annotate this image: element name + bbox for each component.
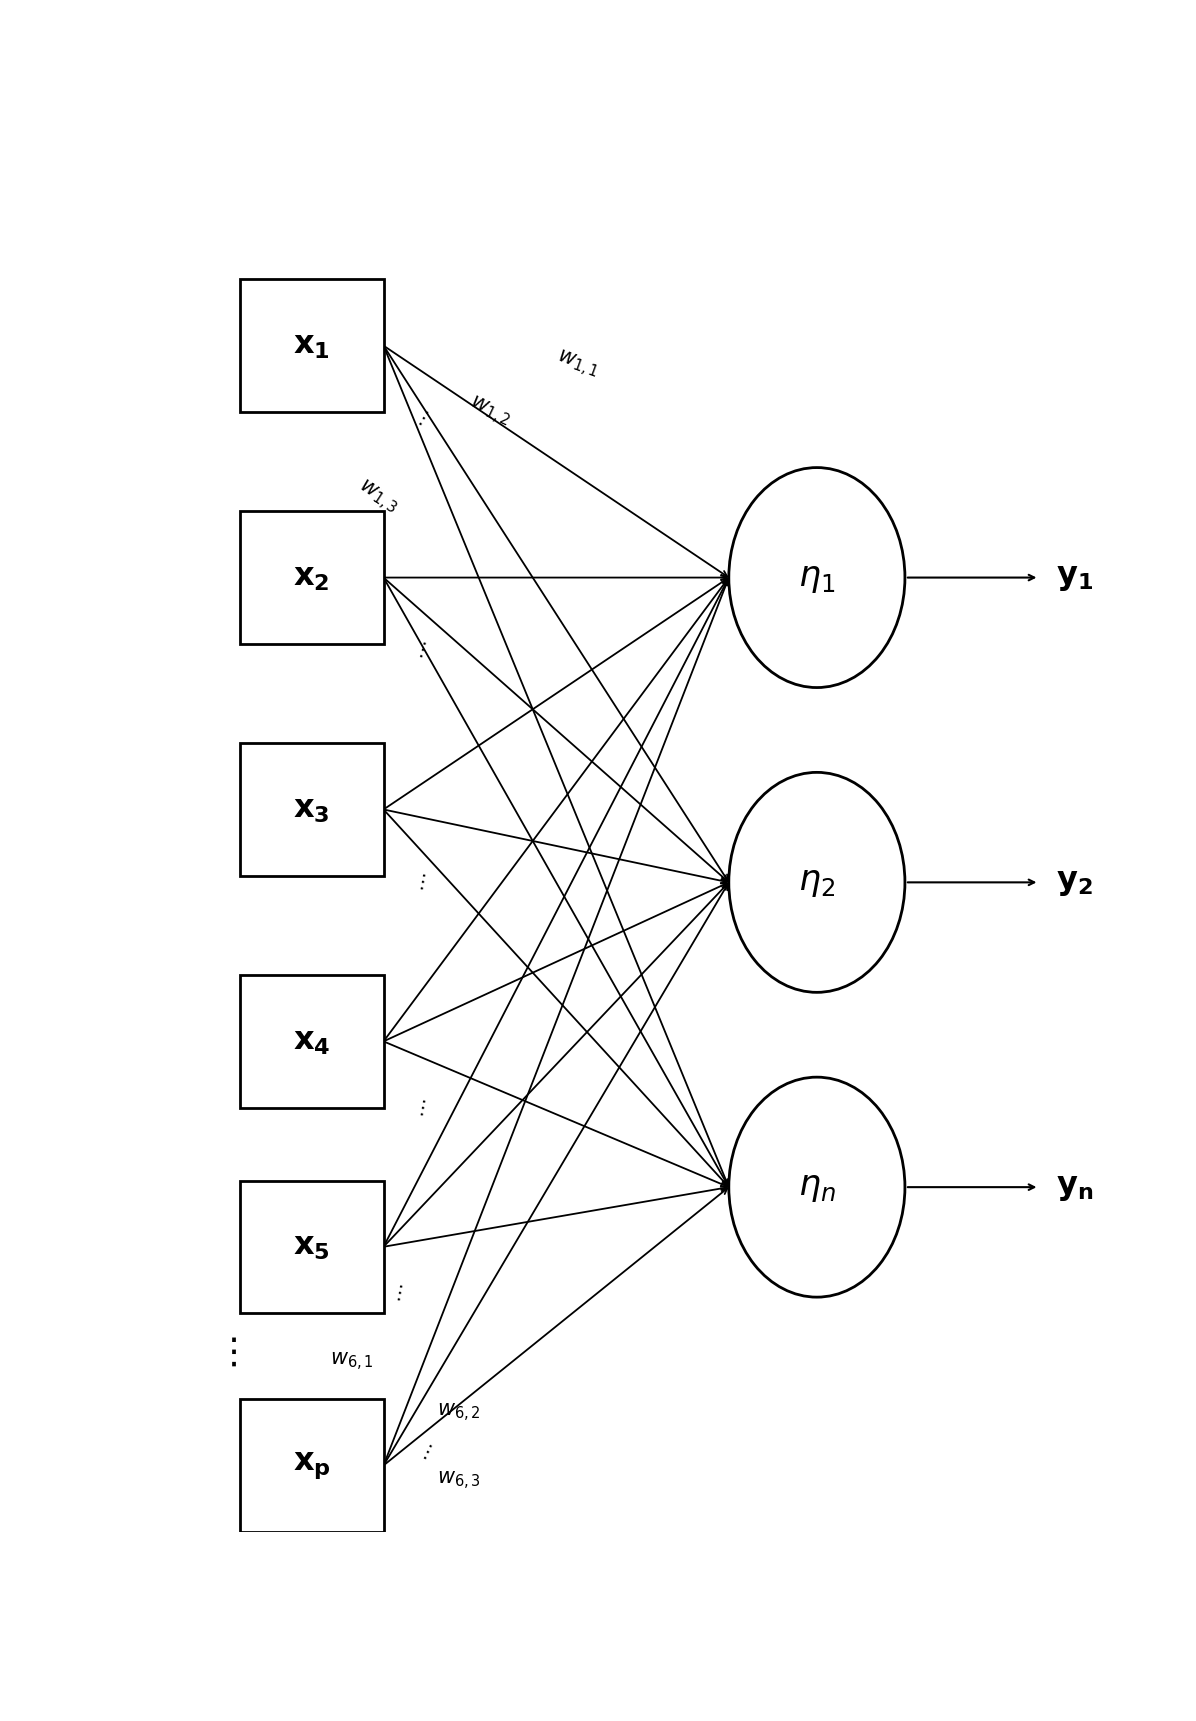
- Text: $\mathbf{y_{n}}$: $\mathbf{y_{n}}$: [1056, 1172, 1093, 1203]
- Text: $\cdots$: $\cdots$: [410, 406, 437, 432]
- Bar: [240, 976, 384, 1108]
- Bar: [240, 1181, 384, 1313]
- Bar: [240, 1399, 384, 1532]
- Text: $\cdots$: $\cdots$: [415, 1439, 440, 1465]
- Bar: [240, 279, 384, 411]
- Text: $\cdots$: $\cdots$: [411, 638, 434, 663]
- Text: $\mathbf{x_{3}}$: $\mathbf{x_{3}}$: [293, 793, 330, 824]
- Ellipse shape: [728, 468, 905, 688]
- Text: $w_{1,3}$: $w_{1,3}$: [354, 477, 402, 520]
- Text: $\eta_2$: $\eta_2$: [799, 866, 835, 900]
- Text: $\cdots$: $\cdots$: [389, 1282, 410, 1305]
- Text: $\mathbf{y_{1}}$: $\mathbf{y_{1}}$: [1056, 563, 1093, 594]
- Ellipse shape: [728, 1077, 905, 1298]
- Bar: [240, 511, 384, 644]
- Text: $\cdots$: $\cdots$: [411, 1096, 434, 1119]
- Text: $w_{1,1}$: $w_{1,1}$: [553, 348, 602, 384]
- Text: $\mathbf{y_{2}}$: $\mathbf{y_{2}}$: [1056, 867, 1093, 898]
- Text: $\mathbf{x_{p}}$: $\mathbf{x_{p}}$: [293, 1449, 330, 1482]
- Text: $\cdots$: $\cdots$: [411, 871, 434, 893]
- Text: $\vdots$: $\vdots$: [214, 1335, 237, 1370]
- Text: $w_{1,2}$: $w_{1,2}$: [465, 392, 513, 432]
- Ellipse shape: [728, 773, 905, 993]
- Text: $\mathbf{x_{5}}$: $\mathbf{x_{5}}$: [293, 1231, 330, 1261]
- Bar: [240, 743, 384, 876]
- Text: $w_{6,1}$: $w_{6,1}$: [330, 1351, 374, 1373]
- Text: $\mathbf{x_{2}}$: $\mathbf{x_{2}}$: [293, 563, 330, 594]
- Text: $\mathbf{x_{4}}$: $\mathbf{x_{4}}$: [293, 1026, 330, 1057]
- Text: $w_{6,2}$: $w_{6,2}$: [437, 1401, 481, 1423]
- Text: $\mathbf{x_{1}}$: $\mathbf{x_{1}}$: [293, 330, 330, 361]
- Text: $w_{6,3}$: $w_{6,3}$: [437, 1470, 481, 1492]
- Text: $\eta_n$: $\eta_n$: [798, 1170, 836, 1205]
- Text: $\eta_1$: $\eta_1$: [798, 561, 836, 594]
